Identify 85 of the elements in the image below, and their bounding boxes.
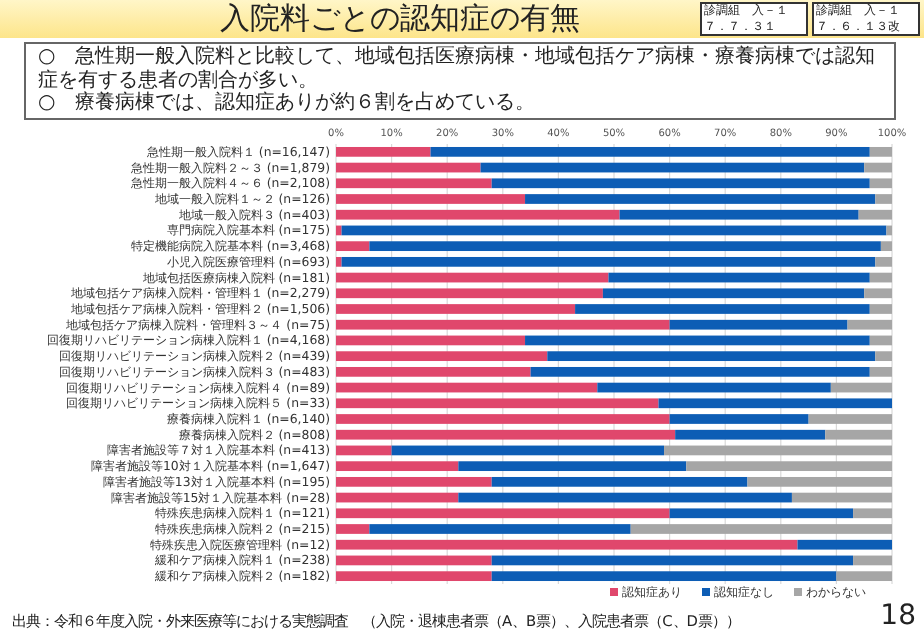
bar [825,429,892,440]
bar [597,382,831,393]
bar [336,476,492,487]
bar [336,508,670,519]
bar [336,461,459,472]
bar [797,539,892,550]
bar [336,256,342,267]
bar [430,146,870,157]
bar [369,241,881,252]
bar [869,366,892,377]
bar [336,429,676,440]
bar [336,366,531,377]
bar [480,162,865,173]
bar [669,414,809,424]
bar [525,335,870,346]
bar [491,476,748,487]
bar [875,351,892,362]
bar [336,241,370,252]
bar [391,445,665,456]
bar [336,414,670,424]
bar [864,162,892,173]
bar [830,382,892,393]
bar [341,225,887,236]
bar [864,288,892,299]
chart-subtitle: ○ 急性期一般入院料と比較して、地域包括医療病棟・地域包括ケア病棟・療養病棟では認知症を有する患者の割合が多い。 ○ 療養病棟では、認知症ありが約６割を占めている。 [24,42,896,119]
bar [686,461,892,472]
bar [630,524,892,534]
bar [658,398,892,409]
bar [669,508,854,519]
bar [336,571,492,582]
bar [336,398,659,409]
bar [886,225,892,236]
text: 18 [878,600,916,632]
bar [336,335,526,346]
bar [458,461,687,472]
bar [619,209,859,220]
bar [336,524,370,534]
bar [747,476,892,487]
bar [525,194,876,204]
bar [575,304,870,314]
bar [336,272,609,283]
bar [491,178,870,189]
bar [336,382,598,393]
bar [336,194,526,204]
bar [336,319,670,330]
bar [791,492,892,503]
bar [458,492,792,503]
bar [869,272,892,283]
bar [664,445,892,456]
bar [869,146,892,157]
bar [669,319,848,330]
bar [853,555,892,566]
bar [602,288,865,299]
bar [336,225,342,236]
bar [336,178,492,189]
bar [808,414,892,424]
chart-title: 入院料ごとの認知症の有無 [220,0,580,36]
bar [530,366,870,377]
bar [869,304,892,314]
bar [341,256,876,267]
bar [336,146,431,157]
bar [336,555,492,566]
bar [336,492,459,503]
bar [869,335,892,346]
bar [491,571,837,582]
bar [853,508,892,519]
bar [858,209,892,220]
bar [875,194,892,204]
bar [547,351,876,362]
bar [369,524,631,534]
bar [847,319,892,330]
bar [491,555,854,566]
bar [336,304,576,314]
bar [336,351,548,362]
bar [336,209,620,220]
bar [608,272,870,283]
bar [336,539,798,550]
bar [336,162,481,173]
bar [336,445,392,456]
bar [836,571,892,582]
bar [875,256,892,267]
bar [675,429,826,440]
bar [336,288,603,299]
bar [880,241,892,252]
bar [869,178,892,189]
